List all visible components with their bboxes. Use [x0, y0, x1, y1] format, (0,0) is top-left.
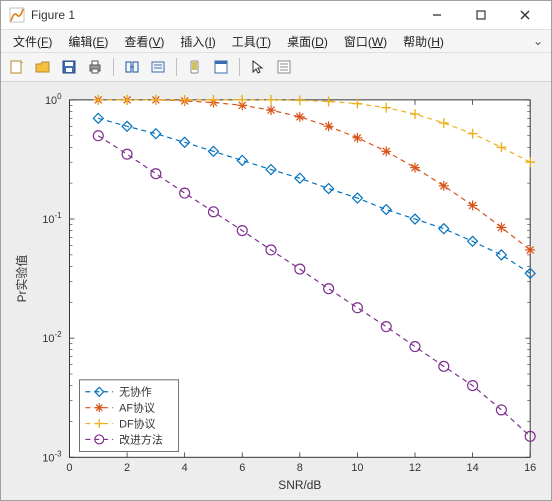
- ylabel: Pr实验值: [15, 255, 29, 303]
- titlebar: Figure 1: [1, 1, 551, 30]
- figure-window: Figure 1 文件(F) 编辑(E) 查看(V) 插入(I) 工具(T) 桌…: [0, 0, 552, 501]
- toolbar-sep-2: [176, 58, 177, 76]
- marker: [95, 403, 104, 412]
- xtick-label: 4: [182, 462, 188, 474]
- xtick-label: 6: [239, 462, 245, 474]
- ytick-label: 10-3: [42, 449, 62, 464]
- marker: [439, 181, 449, 191]
- menu-extra[interactable]: ⌄: [529, 34, 547, 48]
- menubar: 文件(F) 编辑(E) 查看(V) 插入(I) 工具(T) 桌面(D) 窗口(W…: [1, 30, 551, 53]
- chart[interactable]: 0 2 4 6 8 10 12 14 16 10-3 10-2 10-1 100 SNR/dB Pr实验值无…: [1, 82, 551, 500]
- menu-file[interactable]: 文件(F): [5, 33, 60, 50]
- marker: [324, 121, 334, 131]
- xtick-label: 0: [66, 462, 72, 474]
- menu-edit[interactable]: 编辑(E): [60, 33, 116, 50]
- open-button[interactable]: [31, 55, 55, 79]
- legend-label: 无协作: [119, 385, 152, 399]
- legend-label: 改进方法: [119, 432, 163, 446]
- ytick-label: 10-2: [42, 330, 62, 345]
- menu-insert[interactable]: 插入(I): [172, 33, 223, 50]
- subplot-button[interactable]: [209, 55, 233, 79]
- close-button[interactable]: [503, 1, 547, 29]
- menu-desktop[interactable]: 桌面(D): [279, 33, 336, 50]
- app-icon: [9, 7, 25, 23]
- marker: [525, 245, 535, 255]
- xtick-label: 12: [409, 462, 421, 474]
- xlabel: SNR/dB: [278, 478, 321, 492]
- window-title: Figure 1: [31, 8, 415, 22]
- maximize-button[interactable]: [459, 1, 503, 29]
- xtick-label: 10: [351, 462, 363, 474]
- xtick-label: 16: [524, 462, 536, 474]
- marker: [410, 163, 420, 173]
- xtick-label: 2: [124, 462, 130, 474]
- toolbar-sep-3: [239, 58, 240, 76]
- link-button[interactable]: [120, 55, 144, 79]
- legend-label: AF协议: [119, 401, 155, 415]
- menu-view[interactable]: 查看(V): [116, 33, 172, 50]
- brush-button[interactable]: [146, 55, 170, 79]
- ytick-label: 10-1: [42, 211, 62, 226]
- minimize-button[interactable]: [415, 1, 459, 29]
- save-button[interactable]: [57, 55, 81, 79]
- xtick-label: 8: [297, 462, 303, 474]
- properties-button[interactable]: [272, 55, 296, 79]
- menu-window[interactable]: 窗口(W): [336, 33, 395, 50]
- menu-help[interactable]: 帮助(H): [395, 33, 452, 50]
- ytick-label: 100: [45, 92, 62, 107]
- chart-area: 0 2 4 6 8 10 12 14 16 10-3 10-2 10-1 100 SNR/dB Pr实验值无…: [1, 82, 551, 500]
- pointer-button[interactable]: [246, 55, 270, 79]
- new-figure-button[interactable]: [5, 55, 29, 79]
- xtick-label: 14: [467, 462, 479, 474]
- menu-tools[interactable]: 工具(T): [224, 33, 279, 50]
- legend-label: DF协议: [119, 417, 155, 431]
- toolbar: [1, 53, 551, 82]
- toolbar-sep-1: [113, 58, 114, 76]
- print-button[interactable]: [83, 55, 107, 79]
- device-button[interactable]: [183, 55, 207, 79]
